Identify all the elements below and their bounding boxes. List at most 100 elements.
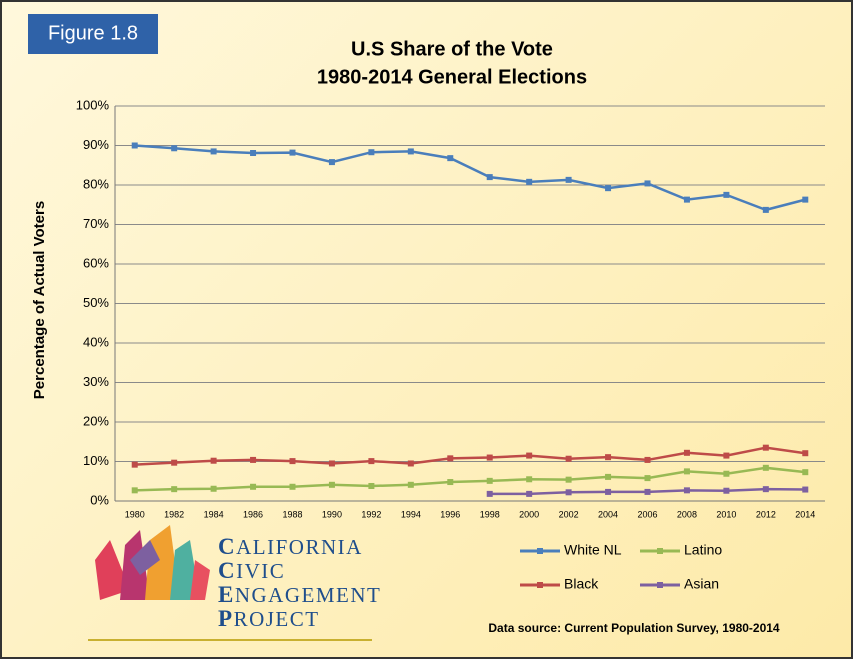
point-marker <box>723 191 730 198</box>
point-marker <box>723 470 730 477</box>
point-marker <box>762 486 769 493</box>
x-tick-label: 2006 <box>637 509 657 519</box>
legend-swatch <box>537 548 543 554</box>
legend-label: Latino <box>684 542 722 558</box>
y-tick-label: 40% <box>83 334 109 349</box>
legend-swatch <box>657 548 663 554</box>
x-tick-label: 1994 <box>401 509 421 519</box>
point-marker <box>368 458 375 465</box>
y-tick-label: 50% <box>83 295 109 310</box>
legend-label: Black <box>564 576 599 592</box>
legend-label: Asian <box>684 576 719 592</box>
point-marker <box>407 148 414 155</box>
chart-subtitle: 1980-2014 General Elections <box>317 66 587 88</box>
y-tick-label: 30% <box>83 374 109 389</box>
point-marker <box>171 486 178 493</box>
x-tick-label: 1980 <box>125 509 145 519</box>
point-marker <box>762 464 769 471</box>
point-marker <box>486 477 493 484</box>
point-marker <box>171 459 178 466</box>
point-marker <box>407 460 414 467</box>
point-marker <box>802 450 809 457</box>
logo-hands <box>95 525 210 600</box>
x-tick-label: 2014 <box>795 509 815 519</box>
point-marker <box>407 481 414 488</box>
point-marker <box>565 476 572 483</box>
y-tick-label: 80% <box>83 176 109 191</box>
point-marker <box>368 482 375 489</box>
point-marker <box>802 196 809 203</box>
point-marker <box>131 461 138 468</box>
point-marker <box>683 487 690 494</box>
x-tick-label: 1992 <box>361 509 381 519</box>
point-marker <box>250 150 257 157</box>
x-tick-label: 1982 <box>164 509 184 519</box>
y-tick-label: 0% <box>90 492 109 507</box>
point-marker <box>644 475 651 482</box>
point-marker <box>723 452 730 459</box>
point-marker <box>131 142 138 149</box>
point-marker <box>289 483 296 490</box>
point-marker <box>250 456 257 463</box>
y-tick-label: 90% <box>83 137 109 152</box>
logo-line: Engagement <box>218 582 382 607</box>
series-line <box>134 144 806 212</box>
point-marker <box>762 444 769 451</box>
y-tick-label: 10% <box>83 453 109 468</box>
point-marker <box>723 487 730 494</box>
point-marker <box>447 455 454 462</box>
point-marker <box>605 488 612 495</box>
point-marker <box>486 174 493 181</box>
point-marker <box>368 149 375 156</box>
point-marker <box>210 148 217 155</box>
point-marker <box>683 468 690 475</box>
legend-swatch <box>657 582 663 588</box>
point-marker <box>131 487 138 494</box>
point-marker <box>565 489 572 496</box>
point-marker <box>328 159 335 166</box>
x-tick-label: 1990 <box>322 509 342 519</box>
y-axis-title: Percentage of Actual Voters <box>31 201 48 399</box>
point-marker <box>526 490 533 497</box>
point-marker <box>210 457 217 464</box>
point-marker <box>526 476 533 483</box>
point-marker <box>526 452 533 459</box>
legend-swatch <box>537 582 543 588</box>
x-tick-label: 1984 <box>204 509 224 519</box>
point-marker <box>328 481 335 488</box>
point-marker <box>171 145 178 152</box>
point-marker <box>644 456 651 463</box>
point-marker <box>447 155 454 162</box>
figure-label: Figure 1.8 <box>48 22 138 44</box>
logo-line: California <box>218 534 363 559</box>
x-tick-label: 1988 <box>282 509 302 519</box>
x-tick-label: 2012 <box>756 509 776 519</box>
point-marker <box>565 455 572 462</box>
point-marker <box>526 178 533 185</box>
x-tick-label: 2000 <box>519 509 539 519</box>
point-marker <box>250 483 257 490</box>
series-line <box>134 446 806 466</box>
x-tick-label: 2008 <box>677 509 697 519</box>
logo-line: Project <box>218 606 320 631</box>
legend-label: White NL <box>564 542 622 558</box>
figure-label-box <box>28 14 158 54</box>
point-marker <box>802 486 809 493</box>
point-marker <box>605 454 612 461</box>
point-marker <box>644 180 651 187</box>
point-marker <box>683 196 690 203</box>
point-marker <box>762 206 769 213</box>
x-tick-label: 1996 <box>440 509 460 519</box>
point-marker <box>289 458 296 465</box>
point-marker <box>486 454 493 461</box>
point-marker <box>644 488 651 495</box>
y-tick-label: 70% <box>83 216 109 231</box>
point-marker <box>486 490 493 497</box>
x-tick-label: 2004 <box>598 509 618 519</box>
series-line <box>134 466 806 492</box>
point-marker <box>447 479 454 486</box>
chart-title: U.S Share of the Vote <box>351 38 553 60</box>
point-marker <box>289 149 296 156</box>
